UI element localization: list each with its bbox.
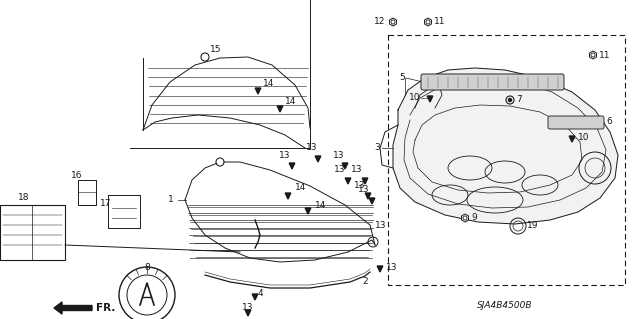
Text: 16: 16 — [71, 170, 83, 180]
Text: 13: 13 — [375, 220, 387, 229]
Bar — [0, 205, 65, 260]
Bar — [78, 180, 96, 205]
FancyBboxPatch shape — [421, 74, 564, 90]
Polygon shape — [362, 178, 368, 184]
Polygon shape — [365, 193, 371, 199]
Polygon shape — [390, 18, 396, 26]
Text: 13: 13 — [334, 166, 346, 174]
Text: 1: 1 — [168, 196, 173, 204]
Polygon shape — [393, 68, 618, 224]
Text: 11: 11 — [599, 50, 611, 60]
Text: 14: 14 — [315, 201, 326, 210]
Circle shape — [218, 160, 223, 165]
Circle shape — [509, 99, 511, 101]
Polygon shape — [255, 88, 261, 94]
Text: 13: 13 — [279, 151, 291, 160]
Text: 4: 4 — [258, 288, 264, 298]
Polygon shape — [285, 193, 291, 199]
Text: 6: 6 — [606, 117, 612, 127]
Polygon shape — [315, 156, 321, 162]
Bar — [388, 35, 625, 285]
Text: 13: 13 — [351, 166, 363, 174]
Text: 15: 15 — [210, 46, 221, 55]
Text: 3: 3 — [374, 144, 380, 152]
Polygon shape — [428, 96, 433, 102]
Polygon shape — [305, 208, 311, 214]
Text: 5: 5 — [399, 73, 405, 83]
Text: 18: 18 — [18, 194, 29, 203]
Text: SJA4B4500B: SJA4B4500B — [477, 300, 532, 309]
Polygon shape — [589, 51, 596, 59]
Text: 10: 10 — [578, 133, 589, 143]
Polygon shape — [185, 162, 375, 262]
Circle shape — [202, 55, 207, 60]
FancyBboxPatch shape — [548, 116, 604, 129]
Text: 19: 19 — [527, 221, 538, 231]
Polygon shape — [424, 18, 431, 26]
Text: 13: 13 — [355, 181, 365, 189]
Text: 14: 14 — [285, 98, 296, 107]
Polygon shape — [461, 214, 468, 222]
Text: 10: 10 — [408, 93, 420, 102]
Text: 17: 17 — [100, 199, 111, 209]
Polygon shape — [252, 294, 258, 300]
Text: 12: 12 — [374, 18, 385, 26]
Text: 13: 13 — [243, 303, 253, 313]
Text: 7: 7 — [516, 95, 522, 105]
Text: 13: 13 — [358, 186, 370, 195]
Polygon shape — [369, 198, 375, 204]
Polygon shape — [345, 178, 351, 184]
Polygon shape — [377, 266, 383, 272]
Polygon shape — [569, 136, 575, 142]
Text: 14: 14 — [263, 78, 275, 87]
Text: 13: 13 — [386, 263, 397, 272]
FancyArrow shape — [54, 302, 92, 314]
Text: 9: 9 — [471, 213, 477, 222]
Text: 14: 14 — [295, 183, 307, 192]
Text: 13: 13 — [307, 144, 317, 152]
Polygon shape — [289, 163, 295, 169]
Polygon shape — [277, 106, 283, 112]
Text: 13: 13 — [333, 151, 345, 160]
Text: 8: 8 — [144, 263, 150, 272]
Polygon shape — [245, 310, 251, 316]
Text: 2: 2 — [362, 278, 367, 286]
Text: 11: 11 — [434, 18, 445, 26]
Text: FR.: FR. — [96, 303, 115, 313]
Polygon shape — [342, 163, 348, 169]
